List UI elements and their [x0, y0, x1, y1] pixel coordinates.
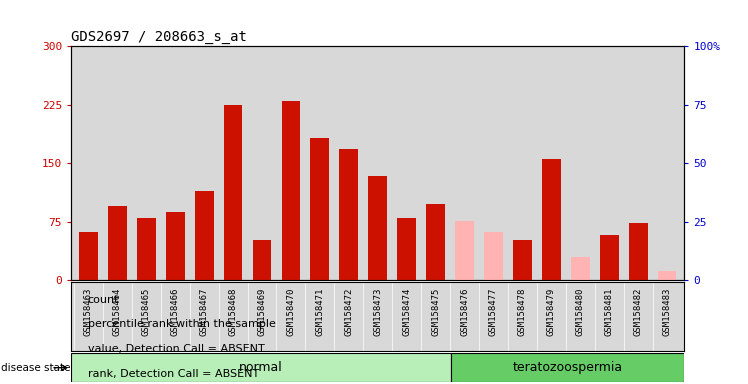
Text: GSM158470: GSM158470: [286, 288, 295, 336]
Bar: [71, 353, 451, 382]
Bar: [194, 190, 213, 280]
Bar: [224, 104, 242, 280]
Text: normal: normal: [239, 361, 283, 374]
Text: GSM158473: GSM158473: [373, 288, 382, 336]
Text: GSM158478: GSM158478: [518, 288, 527, 336]
Text: GSM158476: GSM158476: [460, 288, 469, 336]
Bar: [281, 101, 301, 280]
Bar: [310, 138, 329, 280]
Text: teratozoospermia: teratozoospermia: [512, 361, 622, 374]
Text: GSM158468: GSM158468: [229, 288, 238, 336]
Bar: [484, 232, 503, 280]
Text: GSM158475: GSM158475: [431, 288, 440, 336]
Bar: [571, 257, 589, 280]
Text: GSM158465: GSM158465: [142, 288, 151, 336]
Text: GSM158483: GSM158483: [663, 288, 672, 336]
Bar: [137, 218, 156, 280]
Bar: [657, 271, 676, 280]
Text: GDS2697 / 208663_s_at: GDS2697 / 208663_s_at: [71, 30, 247, 44]
Text: GSM158463: GSM158463: [84, 288, 93, 336]
Bar: [513, 240, 532, 280]
Text: rank, Detection Call = ABSENT: rank, Detection Call = ABSENT: [88, 369, 259, 379]
Bar: [166, 212, 185, 280]
Text: GSM158479: GSM158479: [547, 288, 556, 336]
Text: GSM158469: GSM158469: [257, 288, 266, 336]
Bar: [79, 232, 98, 280]
Text: percentile rank within the sample: percentile rank within the sample: [88, 319, 275, 329]
Bar: [451, 353, 684, 382]
Text: GSM158480: GSM158480: [576, 288, 585, 336]
Bar: [108, 206, 126, 280]
Bar: [368, 177, 387, 280]
Bar: [340, 149, 358, 280]
Text: GSM158466: GSM158466: [171, 288, 180, 336]
Text: count: count: [88, 295, 119, 305]
Text: GSM158471: GSM158471: [316, 288, 325, 336]
Bar: [426, 204, 445, 280]
Bar: [253, 240, 272, 280]
Text: disease state: disease state: [1, 362, 70, 373]
Text: value, Detection Call = ABSENT: value, Detection Call = ABSENT: [88, 344, 264, 354]
Text: GSM158482: GSM158482: [634, 288, 643, 336]
Text: GSM158467: GSM158467: [200, 288, 209, 336]
Bar: [542, 159, 561, 280]
Text: GSM158474: GSM158474: [402, 288, 411, 336]
Text: GSM158472: GSM158472: [344, 288, 353, 336]
Bar: [629, 223, 648, 280]
Text: GSM158481: GSM158481: [604, 288, 613, 336]
Bar: [455, 221, 474, 280]
Bar: [397, 218, 416, 280]
Text: GSM158464: GSM158464: [113, 288, 122, 336]
Text: GSM158477: GSM158477: [489, 288, 498, 336]
Bar: [600, 235, 619, 280]
